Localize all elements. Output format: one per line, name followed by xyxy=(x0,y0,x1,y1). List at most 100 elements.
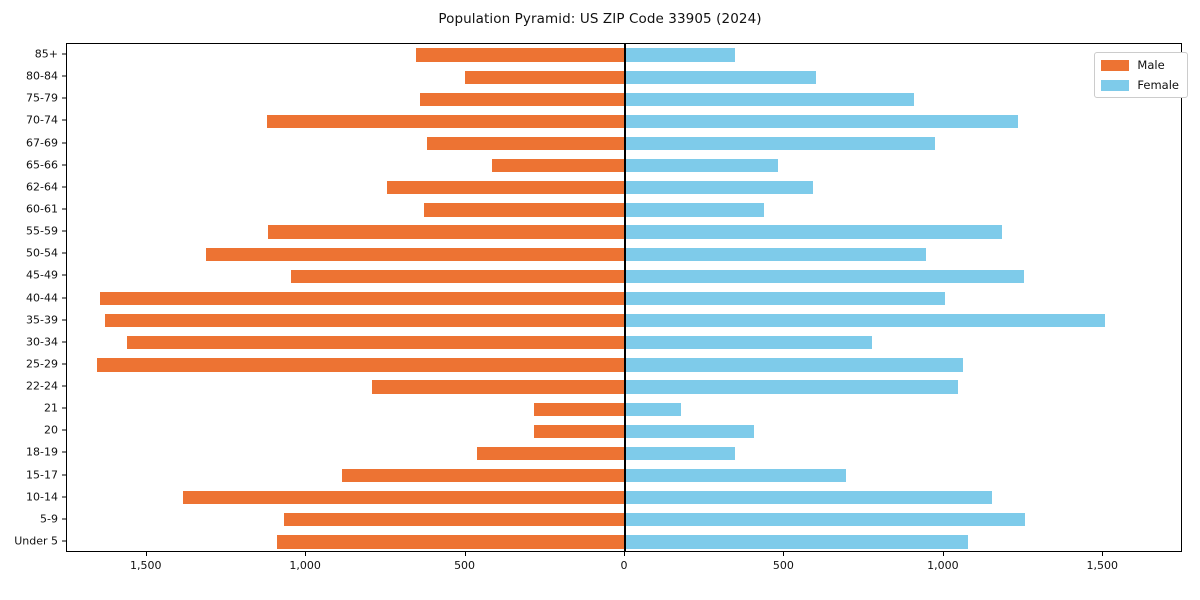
bar-male[interactable] xyxy=(291,269,625,283)
bar-female[interactable] xyxy=(625,70,817,84)
bar-female[interactable] xyxy=(625,291,945,306)
bar-female[interactable] xyxy=(625,247,926,261)
x-tick-label: 1,000 xyxy=(289,559,321,572)
bar-female[interactable] xyxy=(625,336,872,350)
legend-label: Male xyxy=(1137,58,1165,72)
y-tick-label: 55-59 xyxy=(26,224,58,238)
bar-female[interactable] xyxy=(625,446,735,461)
legend-entry[interactable]: Male xyxy=(1101,58,1179,72)
y-tick-label: 65-66 xyxy=(26,158,58,172)
x-tick-mark xyxy=(624,552,625,556)
legend-entry[interactable]: Female xyxy=(1101,78,1179,92)
bar-row xyxy=(67,48,1181,62)
y-tick-label: 67-69 xyxy=(26,136,58,150)
y-tick-mark xyxy=(62,53,66,55)
bar-male[interactable] xyxy=(491,159,625,173)
bar-male[interactable] xyxy=(206,247,625,261)
bar-row xyxy=(67,424,1181,438)
bar-female[interactable] xyxy=(625,159,779,173)
bar-row xyxy=(67,70,1181,84)
y-tick-mark xyxy=(62,341,66,343)
bar-row xyxy=(67,225,1181,239)
y-tick-label: 80-84 xyxy=(26,69,58,83)
y-tick-mark xyxy=(62,75,66,77)
bar-female[interactable] xyxy=(625,535,969,549)
x-tick-mark xyxy=(305,552,307,556)
bar-male[interactable] xyxy=(533,424,625,438)
bar-row xyxy=(67,468,1181,483)
y-tick-mark xyxy=(62,230,66,232)
bar-female[interactable] xyxy=(625,313,1105,328)
bar-female[interactable] xyxy=(625,181,814,195)
y-tick-label: 45-49 xyxy=(26,268,58,282)
bar-male[interactable] xyxy=(283,513,625,527)
x-tick-mark xyxy=(783,552,785,556)
bar-male[interactable] xyxy=(105,313,625,328)
bar-male[interactable] xyxy=(126,336,625,350)
bar-female[interactable] xyxy=(625,225,1003,239)
y-tick-mark xyxy=(62,274,66,276)
bar-female[interactable] xyxy=(625,92,915,106)
bar-row xyxy=(67,269,1181,283)
bar-female[interactable] xyxy=(625,491,993,505)
bar-male[interactable] xyxy=(416,48,625,62)
bar-row xyxy=(67,313,1181,328)
y-tick-mark xyxy=(62,474,66,476)
bar-row xyxy=(67,491,1181,505)
y-tick-mark xyxy=(62,518,66,520)
bar-male[interactable] xyxy=(100,291,625,306)
bar-female[interactable] xyxy=(625,48,735,62)
bar-male[interactable] xyxy=(371,380,625,394)
bar-row xyxy=(67,513,1181,527)
bar-male[interactable] xyxy=(424,203,625,217)
bar-male[interactable] xyxy=(97,358,625,372)
bar-male[interactable] xyxy=(533,402,625,416)
bar-female[interactable] xyxy=(625,136,935,151)
bar-row xyxy=(67,380,1181,394)
y-tick-mark xyxy=(62,297,66,298)
x-tick-mark xyxy=(1102,552,1104,556)
bar-row xyxy=(67,136,1181,151)
x-tick-label: 500 xyxy=(772,559,794,572)
x-tick-mark xyxy=(942,552,944,556)
bar-male[interactable] xyxy=(266,114,625,129)
bar-male[interactable] xyxy=(464,70,625,84)
bars-layer xyxy=(67,44,1181,551)
y-tick-mark xyxy=(62,186,66,188)
bar-male[interactable] xyxy=(426,136,625,151)
bar-male[interactable] xyxy=(267,225,625,239)
y-tick-mark xyxy=(62,252,66,254)
bar-row xyxy=(67,159,1181,173)
y-tick-label: 30-34 xyxy=(26,335,58,349)
bar-female[interactable] xyxy=(625,358,963,372)
bar-female[interactable] xyxy=(625,380,958,394)
x-tick-label: 500 xyxy=(454,559,476,572)
y-tick-label: 18-19 xyxy=(26,445,58,459)
y-tick-label: 20 xyxy=(44,423,58,437)
bar-female[interactable] xyxy=(625,468,846,483)
bar-male[interactable] xyxy=(387,181,625,195)
bar-male[interactable] xyxy=(277,535,625,549)
bar-female[interactable] xyxy=(625,269,1024,283)
bar-row xyxy=(67,92,1181,106)
x-axis: 1,500 1,000 500 0 500 1,000 1,500 xyxy=(66,552,1182,592)
bar-row xyxy=(67,114,1181,129)
bar-male[interactable] xyxy=(183,491,625,505)
bar-female[interactable] xyxy=(625,513,1025,527)
bar-male[interactable] xyxy=(477,446,625,461)
y-tick-label: 15-17 xyxy=(26,468,58,482)
bar-male[interactable] xyxy=(341,468,625,483)
bar-row xyxy=(67,336,1181,350)
bar-male[interactable] xyxy=(419,92,625,106)
bar-row xyxy=(67,247,1181,261)
y-tick-mark xyxy=(62,385,66,387)
legend-swatch-icon xyxy=(1101,59,1130,71)
bar-female[interactable] xyxy=(625,402,682,416)
bar-female[interactable] xyxy=(625,424,755,438)
y-tick-mark xyxy=(62,451,66,453)
bar-row xyxy=(67,181,1181,195)
bar-female[interactable] xyxy=(625,114,1019,129)
bar-female[interactable] xyxy=(625,203,764,217)
y-tick-label: 25-29 xyxy=(26,357,58,371)
y-tick-mark xyxy=(62,407,66,409)
